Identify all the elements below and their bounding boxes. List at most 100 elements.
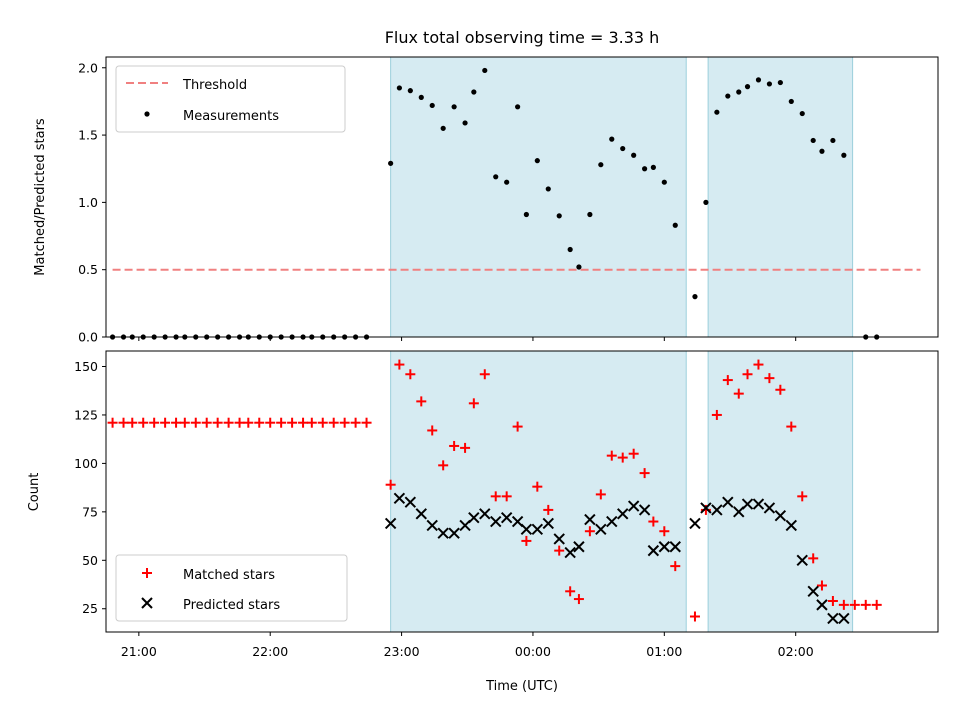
y-tick-label: 0.0 xyxy=(78,330,98,345)
x-tick-label: 21:00 xyxy=(121,644,157,659)
legend-label-threshold: Threshold xyxy=(182,78,247,93)
top-legend: Threshold Measurements xyxy=(115,65,346,133)
predicted-star-point xyxy=(816,599,828,611)
matched-star-point xyxy=(565,586,576,597)
matched-star-point xyxy=(107,417,118,428)
matched-star-point xyxy=(234,417,245,428)
chart-title: Flux total observing time = 3.33 h xyxy=(385,28,660,47)
y-tick-label: 2.0 xyxy=(78,60,98,75)
matched-star-point xyxy=(276,417,287,428)
matched-star-point xyxy=(490,491,501,502)
count-points xyxy=(107,359,882,625)
measurement-point xyxy=(418,94,424,100)
matched-star-point xyxy=(460,442,471,453)
predicted-star-point xyxy=(573,541,585,553)
predicted-star-point xyxy=(617,508,629,520)
measurement-point xyxy=(598,162,604,168)
y-tick-label: 1.5 xyxy=(78,128,98,143)
y-tick-label: 25 xyxy=(82,601,98,616)
matched-legend-swatch xyxy=(142,568,152,578)
predicted-star-point xyxy=(606,515,618,528)
matched-star-point xyxy=(317,417,328,428)
measurement-point xyxy=(396,85,402,91)
measurement-point xyxy=(810,137,816,144)
x-tick-label: 01:00 xyxy=(646,644,682,659)
x-tick-label: 02:00 xyxy=(778,644,814,659)
legend-box xyxy=(115,554,348,622)
y-tick-label: 1.0 xyxy=(78,195,98,210)
measurement-point xyxy=(451,104,457,110)
observing-intervals xyxy=(390,350,854,633)
matched-star-point xyxy=(427,425,438,436)
predicted-star-point xyxy=(448,527,460,539)
measurement-point xyxy=(830,137,836,144)
measurement-point xyxy=(515,104,521,110)
observing-interval-2 xyxy=(707,56,854,338)
matched-star-point xyxy=(160,417,171,428)
predicted-star-point xyxy=(531,523,544,535)
matched-star-point xyxy=(201,417,212,428)
bottom-y-axis-label: Count xyxy=(27,473,42,512)
x-tick-label: 00:00 xyxy=(515,644,551,659)
measurement-point xyxy=(523,211,529,218)
measurement-point xyxy=(692,294,698,300)
matched-star-point xyxy=(659,526,670,537)
matched-star-point xyxy=(479,369,490,380)
measurement-point xyxy=(576,264,582,270)
measurement-point xyxy=(819,148,825,154)
predicted-star-point xyxy=(520,523,533,535)
measurement-point xyxy=(482,67,488,74)
measurement-point xyxy=(736,89,742,95)
predicted-star-point xyxy=(627,500,640,512)
matched-star-point xyxy=(808,553,819,564)
measurement-point xyxy=(755,77,762,83)
legend-box xyxy=(115,65,346,133)
top-axes-frame xyxy=(105,56,939,338)
matched-star-point xyxy=(711,409,722,420)
matched-star-point xyxy=(797,491,808,502)
y-tick-label: 150 xyxy=(74,359,98,374)
measurement-point xyxy=(471,89,477,95)
predicted-star-point xyxy=(796,554,808,567)
top-y-axis-label: Matched/Predicted stars xyxy=(33,118,48,276)
matched-star-point xyxy=(449,440,460,451)
legend-label-matched: Matched stars xyxy=(183,568,275,583)
matched-star-point xyxy=(521,535,532,546)
observing-interval-1 xyxy=(390,350,687,633)
predicted-star-point xyxy=(689,517,701,530)
matched-star-point xyxy=(265,417,276,428)
predicted-star-point xyxy=(838,612,850,625)
matched-star-point xyxy=(243,417,254,428)
measurement-point xyxy=(493,174,499,180)
matched-star-point xyxy=(648,516,659,527)
x-tick-label: 22:00 xyxy=(252,644,288,659)
matched-star-point xyxy=(512,421,523,432)
matched-star-point xyxy=(827,595,838,606)
matched-star-point xyxy=(543,504,554,515)
predicted-star-point xyxy=(827,612,839,625)
matched-star-point xyxy=(595,489,606,500)
matched-star-point xyxy=(860,599,871,610)
matched-star-point xyxy=(223,417,234,428)
y-tick-label: 100 xyxy=(74,456,98,471)
measurement-point xyxy=(534,158,540,164)
measurement-point xyxy=(407,88,413,94)
matched-star-point xyxy=(138,417,149,428)
measurement-point xyxy=(642,166,648,172)
matched-star-point xyxy=(849,599,860,610)
observing-interval-2 xyxy=(707,350,854,633)
y-tick-label: 75 xyxy=(82,504,98,519)
predicted-star-point xyxy=(774,510,787,522)
predicted-star-point xyxy=(437,527,449,539)
predicted-star-point xyxy=(711,504,723,516)
measurement-point xyxy=(609,136,615,142)
predicted-star-point xyxy=(595,523,607,535)
matched-star-point xyxy=(254,417,265,428)
matched-star-point xyxy=(573,594,584,605)
matched-star-point xyxy=(361,417,372,428)
measurement-point xyxy=(631,152,637,158)
matched-star-point xyxy=(753,359,764,370)
matched-star-point xyxy=(606,450,617,461)
matched-star-point xyxy=(179,417,190,428)
predicted-star-point xyxy=(722,496,734,508)
